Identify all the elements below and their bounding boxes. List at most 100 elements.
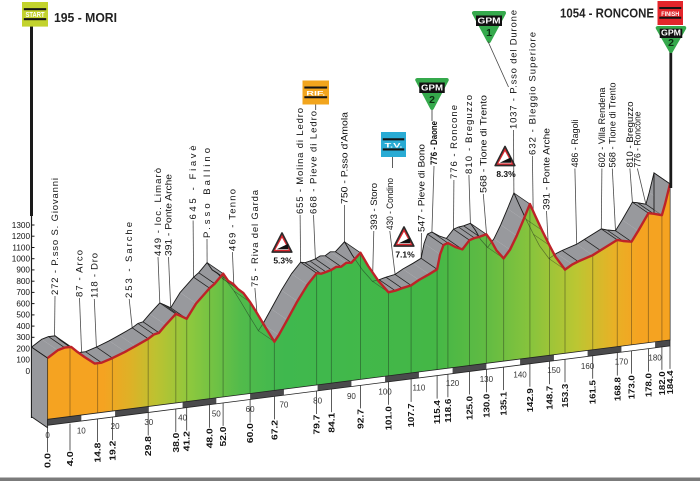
svg-text:50: 50 — [212, 409, 221, 418]
svg-text:178.0: 178.0 — [644, 373, 653, 398]
svg-text:449 - loc. Limarò: 449 - loc. Limarò — [153, 168, 164, 256]
svg-text:2: 2 — [429, 94, 435, 106]
svg-text:391 - Ponte Arche: 391 - Ponte Arche — [164, 174, 175, 256]
svg-text:568 - Tione di Trento: 568 - Tione di Trento — [607, 83, 618, 168]
svg-text:195 - MORI: 195 - MORI — [54, 10, 117, 25]
svg-text:160: 160 — [581, 362, 595, 371]
svg-text:1054 - RONCONE: 1054 - RONCONE — [560, 6, 654, 21]
svg-text:5.3%: 5.3% — [273, 256, 293, 266]
svg-text:393 - Storo: 393 - Storo — [369, 183, 380, 230]
svg-text:T.V.: T.V. — [385, 142, 403, 149]
svg-text:38.0: 38.0 — [172, 432, 181, 453]
svg-text:568 - Tione di Trento: 568 - Tione di Trento — [478, 95, 489, 193]
svg-text:100: 100 — [16, 356, 30, 365]
svg-text:776 - Daone: 776 - Daone — [429, 121, 440, 165]
svg-text:161.5: 161.5 — [589, 380, 598, 405]
svg-text:GPM: GPM — [478, 17, 501, 26]
svg-text:632 - Bleggio Superiore: 632 - Bleggio Superiore — [527, 32, 538, 155]
svg-text:148.7: 148.7 — [546, 385, 555, 410]
svg-text:600: 600 — [16, 299, 30, 308]
svg-text:602 - Villa Rendena: 602 - Villa Rendena — [597, 87, 608, 168]
svg-text:153.3: 153.3 — [561, 383, 570, 408]
svg-text:645 - Fiavè: 645 - Fiavè — [188, 146, 199, 220]
svg-text:170: 170 — [615, 358, 629, 367]
svg-text:8.3%: 8.3% — [496, 169, 516, 179]
svg-text:655 - Molina di Ledro: 655 - Molina di Ledro — [295, 108, 306, 214]
svg-text:7.1%: 7.1% — [395, 250, 415, 260]
svg-text:52.0: 52.0 — [219, 426, 228, 447]
svg-text:GPM: GPM — [421, 84, 443, 93]
svg-text:430 - Condino: 430 - Condino — [385, 178, 396, 230]
svg-text:120: 120 — [446, 379, 460, 388]
svg-text:75 - Riva del Garda: 75 - Riva del Garda — [250, 189, 261, 287]
svg-text:14.8: 14.8 — [94, 442, 103, 463]
svg-text:391 - Ponte Arche: 391 - Ponte Arche — [542, 128, 553, 210]
svg-text:67.2: 67.2 — [270, 419, 279, 440]
svg-text:80: 80 — [313, 396, 322, 405]
svg-text:29.8: 29.8 — [144, 436, 153, 457]
svg-text:41.2: 41.2 — [183, 431, 192, 452]
svg-text:469 - Tenno: 469 - Tenno — [227, 189, 238, 251]
svg-text:118 - Dro: 118 - Dro — [89, 253, 100, 298]
svg-text:900: 900 — [16, 266, 30, 275]
svg-text:1000: 1000 — [12, 255, 31, 264]
svg-text:776 - Roncone: 776 - Roncone — [632, 112, 643, 168]
svg-text:400: 400 — [16, 322, 30, 331]
svg-text:40: 40 — [178, 414, 187, 423]
svg-text:500: 500 — [16, 311, 30, 320]
svg-text:810 - Breguzzo: 810 - Breguzzo — [625, 102, 636, 168]
svg-text:800: 800 — [16, 277, 30, 286]
svg-text:173.0: 173.0 — [628, 375, 637, 400]
svg-text:140: 140 — [513, 371, 527, 380]
svg-text:P.sso Ballino: P.sso Ballino — [202, 148, 213, 238]
svg-text:668 - Pieve di Ledro: 668 - Pieve di Ledro — [309, 111, 320, 214]
svg-text:60.0: 60.0 — [246, 423, 255, 444]
svg-text:1200: 1200 — [12, 232, 31, 241]
svg-text:48.0: 48.0 — [206, 428, 215, 449]
svg-text:2: 2 — [668, 37, 674, 49]
svg-text:110: 110 — [413, 383, 426, 392]
svg-text:168.8: 168.8 — [613, 377, 622, 402]
svg-text:0.0: 0.0 — [44, 452, 53, 468]
svg-text:100: 100 — [378, 388, 392, 397]
svg-text:70: 70 — [279, 401, 288, 410]
svg-text:4.0: 4.0 — [66, 451, 75, 467]
svg-text:79.7: 79.7 — [313, 414, 322, 435]
svg-text:92.7: 92.7 — [357, 408, 366, 429]
svg-text:118.6: 118.6 — [444, 398, 453, 423]
svg-text:135.1: 135.1 — [500, 391, 509, 416]
svg-text:700: 700 — [16, 288, 30, 297]
svg-text:810 - Breguzzo: 810 - Breguzzo — [464, 95, 475, 174]
svg-text:19.2: 19.2 — [108, 440, 117, 461]
svg-text:150: 150 — [547, 366, 561, 375]
svg-text:FINISH: FINISH — [661, 11, 679, 18]
svg-text:84.1: 84.1 — [327, 412, 336, 433]
svg-text:182.0: 182.0 — [658, 371, 667, 396]
svg-text:107.7: 107.7 — [407, 403, 416, 428]
svg-text:253 - Sarche: 253 - Sarche — [124, 222, 135, 298]
svg-text:GPM: GPM — [661, 29, 681, 38]
svg-text:90: 90 — [347, 392, 356, 401]
svg-text:750 - P.sso d'Amola: 750 - P.sso d'Amola — [340, 111, 351, 204]
svg-text:1037 - P.sso del Durone: 1037 - P.sso del Durone — [509, 10, 520, 129]
svg-text:184.4: 184.4 — [666, 370, 675, 395]
svg-text:1300: 1300 — [12, 221, 31, 230]
svg-text:20: 20 — [111, 422, 120, 431]
svg-text:125.0: 125.0 — [466, 395, 475, 420]
svg-text:486 - Ragoli: 486 - Ragoli — [570, 120, 581, 168]
svg-text:130.0: 130.0 — [482, 393, 491, 418]
svg-text:115.4: 115.4 — [433, 400, 442, 425]
svg-text:10: 10 — [77, 427, 86, 436]
svg-text:547 - Pieve di Bono: 547 - Pieve di Bono — [417, 144, 428, 232]
svg-text:272 - P.sso S. Giovanni: 272 - P.sso S. Giovanni — [50, 178, 61, 295]
svg-text:START: START — [26, 12, 46, 19]
svg-text:87 - Arco: 87 - Arco — [75, 250, 86, 297]
svg-text:142.9: 142.9 — [526, 388, 535, 413]
svg-text:101.0: 101.0 — [385, 406, 394, 431]
svg-text:776 - Roncone: 776 - Roncone — [449, 105, 460, 179]
svg-text:300: 300 — [16, 333, 30, 342]
svg-text:0: 0 — [25, 367, 30, 376]
svg-text:180: 180 — [648, 353, 662, 362]
svg-text:1: 1 — [486, 27, 492, 39]
svg-text:30: 30 — [144, 418, 153, 427]
